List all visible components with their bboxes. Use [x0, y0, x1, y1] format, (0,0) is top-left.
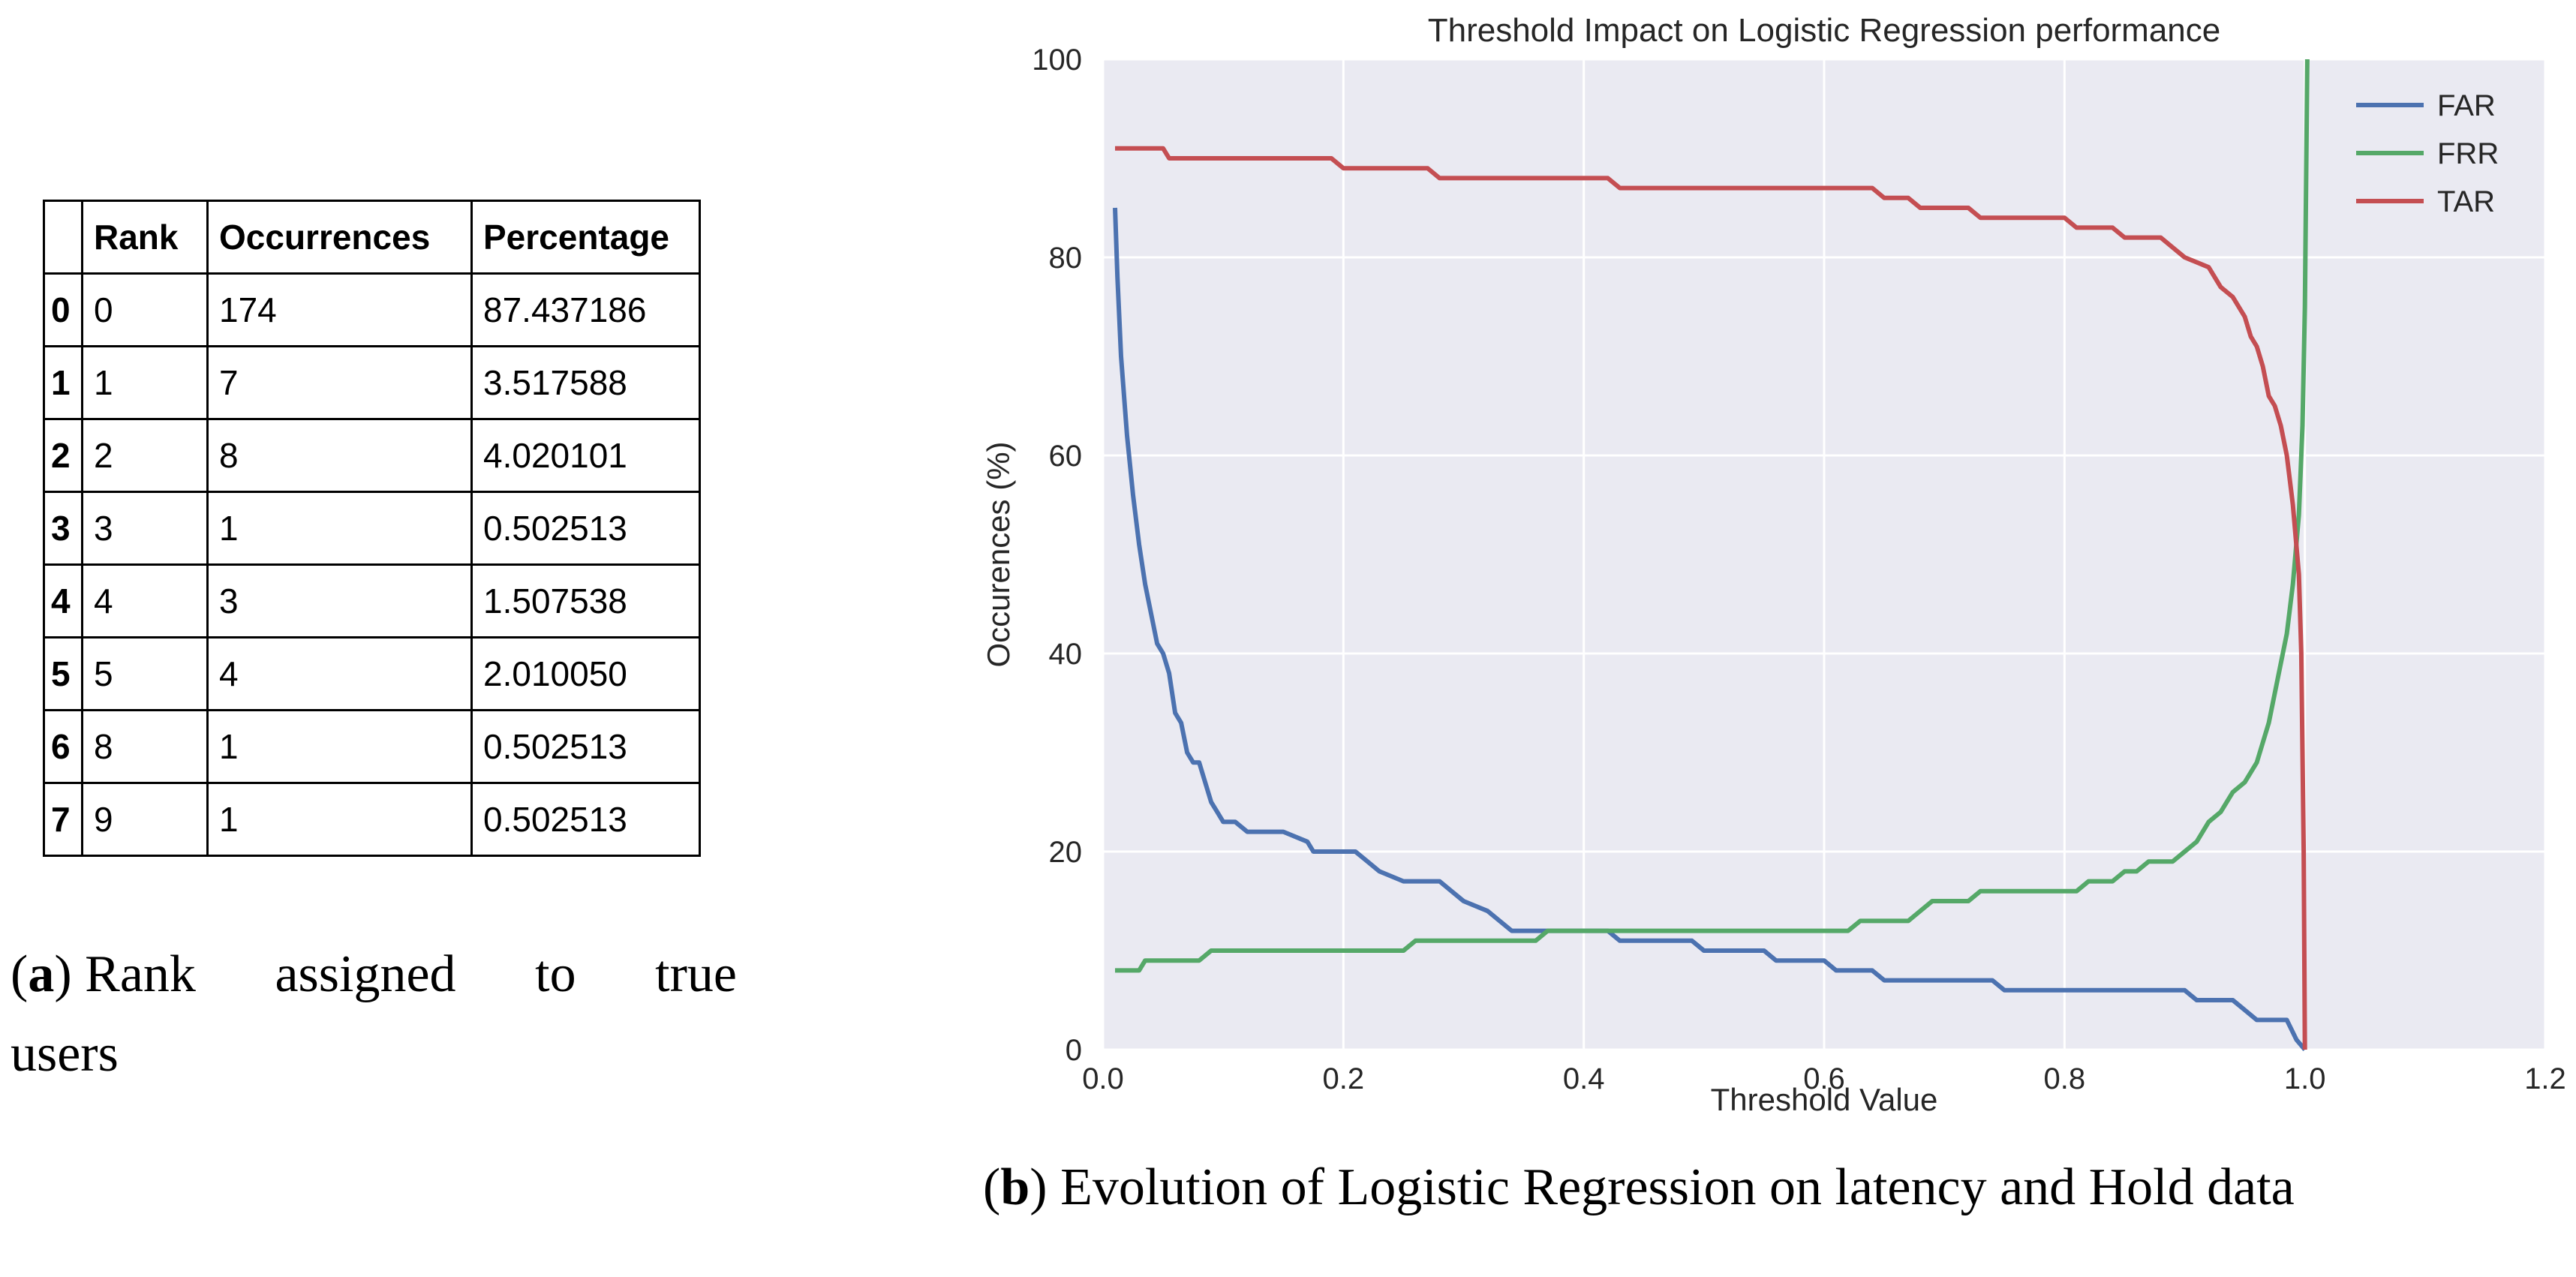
x-tick-label: 0.4	[1563, 1062, 1605, 1095]
caption-a-word: Rank	[85, 945, 196, 1003]
legend-label-frr: FRR	[2437, 137, 2499, 170]
table-cell-percentage: 2.010050	[470, 636, 701, 711]
x-tick-label: 1.0	[2284, 1062, 2326, 1095]
table-row: 2 2 8 4.020101	[43, 418, 701, 493]
x-axis-label: Threshold Value	[1711, 1082, 1938, 1117]
table-cell-occurrences: 1	[206, 709, 473, 784]
table-row: 6 8 1 0.502513	[43, 709, 701, 784]
caption-a-first: (a) Rank	[11, 945, 196, 1003]
table-cell-index: 7	[43, 782, 83, 857]
caption-a-line2: users	[11, 1025, 119, 1083]
y-tick-label: 0	[1066, 1034, 1082, 1067]
series-line-frr	[1115, 59, 2310, 973]
legend: FAR FRR TAR	[2356, 89, 2499, 218]
table-cell-index: 6	[43, 709, 83, 784]
caption-b: (b) Evolution of Logistic Regression on …	[983, 1158, 2295, 1216]
table-cell-index: 4	[43, 563, 83, 638]
table-cell-index: 3	[43, 491, 83, 566]
legend-label-tar: TAR	[2437, 185, 2495, 218]
table-cell-rank: 9	[81, 782, 209, 857]
table-cell-occurrences: 4	[206, 636, 473, 711]
table-cell-occurrences: 7	[206, 345, 473, 420]
chart-title: Threshold Impact on Logistic Regression …	[1428, 12, 2221, 49]
caption-a-word: true	[655, 945, 737, 1003]
table-header-rank: Rank	[81, 200, 209, 275]
table-cell-percentage: 1.507538	[470, 563, 701, 638]
caption-a: (a) Rank assigned to true users	[11, 935, 737, 1094]
table-cell-occurrences: 8	[206, 418, 473, 493]
table-cell-index: 5	[43, 636, 83, 711]
x-tick-label: 0.8	[2044, 1062, 2086, 1095]
table-cell-rank: 2	[81, 418, 209, 493]
series-lines	[1113, 59, 2310, 1051]
tick-labels: 0.0 0.2 0.4 0.6 0.8 1.0 1.2 0 20 40 60 80 100	[1032, 44, 2566, 1095]
table-cell-index: 2	[43, 418, 83, 493]
table-row: 1 1 7 3.517588	[43, 345, 701, 420]
caption-b-label: b	[1000, 1158, 1030, 1216]
table-cell-percentage: 0.502513	[470, 709, 701, 784]
table-cell-rank: 5	[81, 636, 209, 711]
caption-a-label: a	[28, 945, 55, 1003]
table-cell-percentage: 3.517588	[470, 345, 701, 420]
y-tick-label: 80	[1049, 242, 1083, 275]
table-cell-rank: 1	[81, 345, 209, 420]
table-cell-rank: 4	[81, 563, 209, 638]
table-cell-rank: 8	[81, 709, 209, 784]
table-cell-rank: 3	[81, 491, 209, 566]
caption-a-word: assigned	[275, 945, 456, 1003]
rank-table: Rank Occurrences Percentage 0 0 174 87.4371…	[43, 200, 701, 857]
table-row: 4 4 3 1.507538	[43, 563, 701, 638]
table-cell-occurrences: 1	[206, 491, 473, 566]
table-cell-occurrences: 1	[206, 782, 473, 857]
y-tick-label: 100	[1032, 44, 1082, 77]
table-header-index	[43, 200, 83, 275]
table-row: 5 5 4 2.010050	[43, 636, 701, 711]
x-tick-label: 0.0	[1082, 1062, 1124, 1095]
caption-a-word: to	[535, 945, 576, 1003]
table-cell-percentage: 4.020101	[470, 418, 701, 493]
table-header-occurrences: Occurrences	[206, 200, 473, 275]
series-line-tar	[1115, 146, 2307, 1050]
table-cell-rank: 0	[81, 272, 209, 347]
legend-label-far: FAR	[2437, 89, 2496, 122]
caption-b-text: Evolution of Logistic Regression on late…	[1060, 1158, 2295, 1216]
caption-a-line1: (a) Rank assigned to true	[11, 935, 737, 1014]
threshold-chart: 0.0 0.2 0.4 0.6 0.8 1.0 1.2 0 20 40 60 80 100 Thresh…	[981, 12, 2566, 1117]
table-row: 7 9 1 0.502513	[43, 782, 701, 857]
table-header-row: Rank Occurrences Percentage	[43, 200, 701, 275]
table-cell-occurrences: 3	[206, 563, 473, 638]
table-cell-index: 0	[43, 272, 83, 347]
x-tick-label: 0.6	[1803, 1062, 1845, 1095]
table-cell-percentage: 0.502513	[470, 491, 701, 566]
series-line-far	[1113, 207, 2307, 1051]
x-tick-label: 0.2	[1323, 1062, 1365, 1095]
y-tick-label: 20	[1049, 836, 1083, 869]
y-tick-label: 60	[1049, 440, 1083, 473]
x-tick-label: 1.2	[2524, 1062, 2566, 1095]
table-cell-index: 1	[43, 345, 83, 420]
y-tick-label: 40	[1049, 638, 1083, 671]
table-cell-percentage: 87.437186	[470, 272, 701, 347]
y-axis-label: Occurences (%)	[981, 441, 1016, 667]
table-cell-occurrences: 174	[206, 272, 473, 347]
table-cell-percentage: 0.502513	[470, 782, 701, 857]
table-row: 0 0 174 87.437186	[43, 272, 701, 347]
table-row: 3 3 1 0.502513	[43, 491, 701, 566]
table-header-percentage: Percentage	[470, 200, 701, 275]
